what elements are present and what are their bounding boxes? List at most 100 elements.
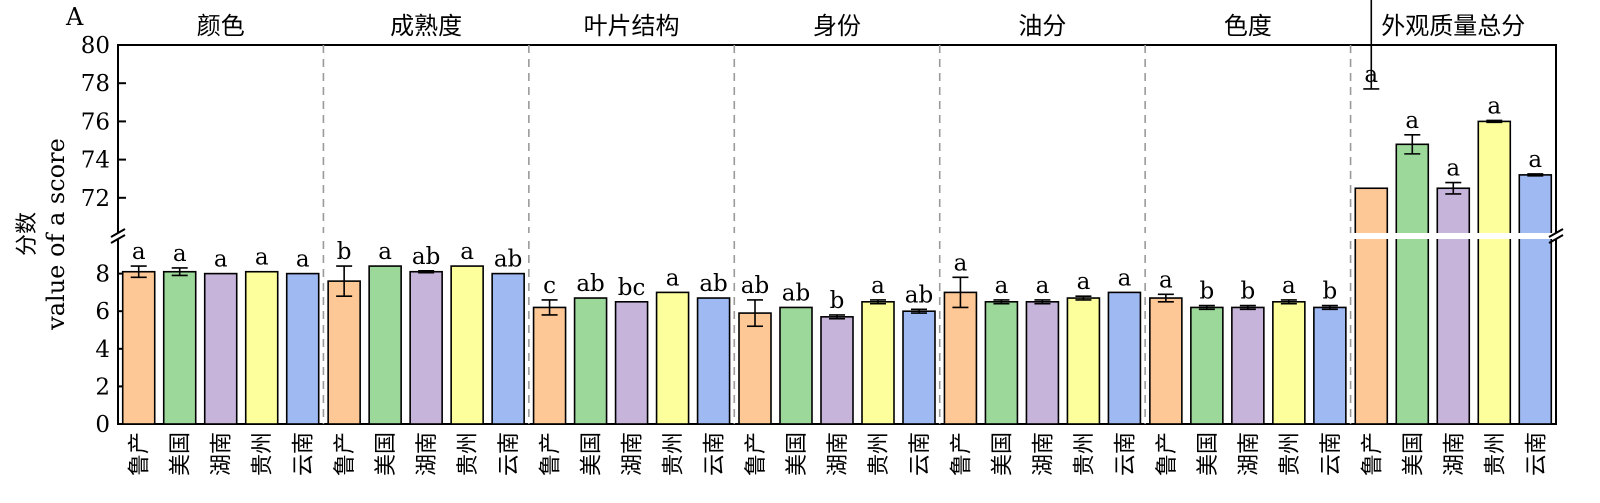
x-category-label: 云南 <box>703 432 728 476</box>
x-category-label: 云南 <box>292 432 317 476</box>
bar <box>573 297 608 425</box>
bar <box>491 272 525 425</box>
bar <box>1149 297 1183 425</box>
bar <box>614 300 649 425</box>
bar <box>1313 306 1347 425</box>
x-category-label: 贵州 <box>662 432 687 476</box>
x-category-label: 鲁产 <box>333 432 358 476</box>
y-tick-label: 8 <box>95 262 110 288</box>
bar <box>327 280 361 425</box>
significance-letter: a <box>1282 273 1296 299</box>
axis-break-mark <box>1548 228 1564 238</box>
x-category-label: 湖南 <box>1237 432 1262 476</box>
x-category-label: 云南 <box>1319 432 1344 476</box>
x-category-label: 贵州 <box>456 432 481 476</box>
significance-letter: a <box>1446 156 1460 182</box>
group-title: 色度 <box>1224 12 1272 40</box>
group-title: 叶片结构 <box>584 12 680 40</box>
y-tick-label: 80 <box>81 33 110 59</box>
bar <box>1354 187 1389 425</box>
x-category-label: 云南 <box>497 432 522 476</box>
significance-letter: ab <box>905 282 933 308</box>
x-category-label: 鲁产 <box>949 432 974 476</box>
bar <box>1272 300 1306 425</box>
significance-letter: a <box>255 245 269 271</box>
x-category-label: 美国 <box>374 432 399 476</box>
group-title: 身份 <box>813 12 861 40</box>
x-category-label: 美国 <box>785 432 810 476</box>
significance-letter: a <box>871 273 885 299</box>
y-tick-label: 2 <box>95 374 110 400</box>
x-category-label: 湖南 <box>415 432 440 476</box>
significance-letter: a <box>1159 267 1173 293</box>
bar <box>861 300 895 425</box>
significance-letter: a <box>132 239 146 265</box>
significance-letter: a <box>1405 108 1419 134</box>
bar <box>696 297 731 425</box>
bar <box>450 265 484 425</box>
x-category-label: 贵州 <box>1483 432 1508 476</box>
axis-break-mark <box>110 234 126 244</box>
y-axis-label-en: value of a score <box>42 138 70 331</box>
significance-letter: a <box>378 239 392 265</box>
x-category-label: 贵州 <box>251 432 276 476</box>
bar <box>368 265 402 425</box>
bar <box>1066 297 1101 425</box>
significance-letter: a <box>1118 265 1132 291</box>
bar <box>244 270 279 425</box>
bar <box>162 270 197 425</box>
y-tick-label: 76 <box>81 109 110 135</box>
significance-letter: c <box>543 273 556 299</box>
group-title: 油分 <box>1018 12 1066 40</box>
significance-letter: ab <box>576 271 604 297</box>
x-category-label: 鲁产 <box>539 432 564 476</box>
bar <box>1107 291 1142 425</box>
y-tick-label: 0 <box>95 412 110 438</box>
bar <box>943 291 978 425</box>
x-category-label: 湖南 <box>826 432 851 476</box>
significance-letter: a <box>1364 62 1378 88</box>
bar <box>409 270 443 425</box>
significance-letter: b <box>1322 279 1337 305</box>
x-category-label: 云南 <box>908 432 933 476</box>
significance-letter: a <box>995 273 1009 299</box>
x-category-label: 鲁产 <box>128 432 153 476</box>
x-category-label: 云南 <box>1113 432 1138 476</box>
significance-letter: a <box>666 265 680 291</box>
panel-label: A <box>65 3 84 31</box>
significance-letter: a <box>296 247 310 273</box>
significance-letter: ab <box>412 244 440 270</box>
x-category-label: 美国 <box>169 432 194 476</box>
significance-letter: a <box>214 247 228 273</box>
x-category-label: 美国 <box>580 432 605 476</box>
bar <box>1436 187 1471 425</box>
x-category-label: 美国 <box>1401 432 1426 476</box>
axis-break-mark <box>110 228 126 238</box>
significance-letter: ab <box>782 280 810 306</box>
group-title: 成熟度 <box>390 12 462 40</box>
significance-letter: a <box>1487 93 1501 119</box>
x-category-label: 湖南 <box>621 432 646 476</box>
x-category-label: 贵州 <box>1072 432 1097 476</box>
bar <box>902 310 936 425</box>
axis-break-gap <box>116 233 1558 239</box>
y-tick-label: 72 <box>81 186 110 212</box>
significance-letter: a <box>954 250 968 276</box>
significance-letter: a <box>173 241 187 267</box>
significance-letter: b <box>337 239 352 265</box>
x-category-label: 美国 <box>1196 432 1221 476</box>
y-tick-label: 78 <box>81 71 110 97</box>
y-tick-label: 74 <box>81 148 110 174</box>
significance-letter: a <box>1036 273 1050 299</box>
x-category-label: 美国 <box>990 432 1015 476</box>
significance-letter: a <box>460 239 474 265</box>
x-category-label: 鲁产 <box>1155 432 1180 476</box>
significance-letter: bc <box>618 275 646 301</box>
y-axis-label-cn: 分数 <box>15 212 40 256</box>
significance-letter: ab <box>741 273 769 299</box>
group-title: 颜色 <box>197 12 245 40</box>
bar <box>203 272 238 425</box>
x-category-label: 云南 <box>1524 432 1549 476</box>
y-tick-label: 4 <box>95 337 110 363</box>
